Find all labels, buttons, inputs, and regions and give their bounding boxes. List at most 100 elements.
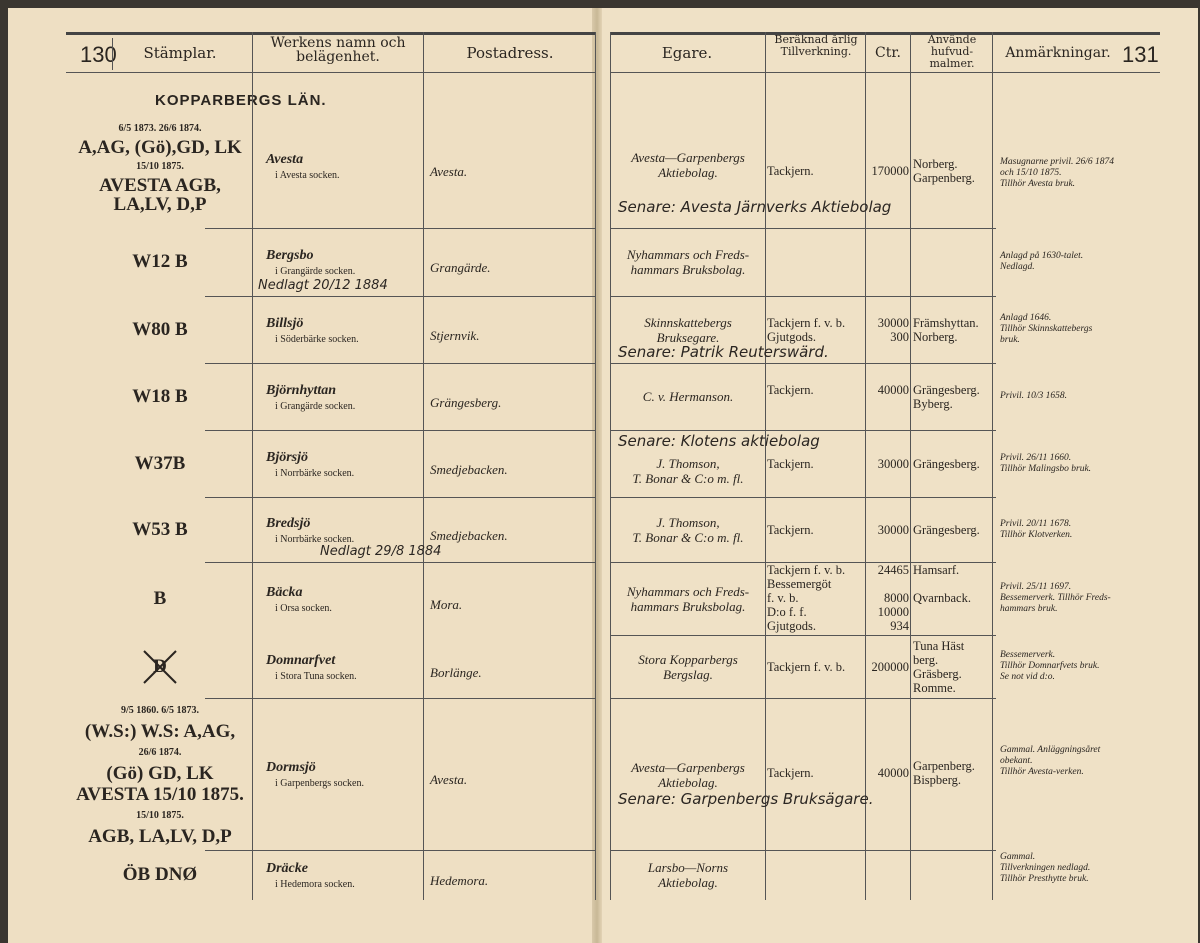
remark-line: Nedlagd. xyxy=(1000,262,1035,272)
post-address: Smedjebacken. xyxy=(430,461,508,477)
stamp-mark: 15/10 1875. xyxy=(136,161,184,172)
stamp-mark: A,AG, (Gö),GD, LK xyxy=(78,137,242,158)
remark-line: Gammal. Anläggningsåret xyxy=(1000,745,1101,755)
owner-name: Nyhammars och Freds- hammars Bruksbolag. xyxy=(626,247,750,277)
works-name: Dräcke xyxy=(266,861,308,876)
remark-line: Anlagd 1646. xyxy=(1000,313,1052,323)
production-type: Tackjern. xyxy=(767,164,814,178)
stamp-mark: W80 B xyxy=(132,318,188,340)
works-name: Dormsjö xyxy=(266,760,316,775)
row-rule xyxy=(610,296,992,297)
top-rule-left xyxy=(66,32,595,35)
production-quantity: 10000 xyxy=(877,605,909,619)
right-page xyxy=(598,8,1198,943)
works-name: Bäcka xyxy=(266,584,303,600)
production-quantity: 300 xyxy=(890,329,909,344)
remark-line: Tillhör Avesta-verken. xyxy=(1000,767,1084,777)
row-rule xyxy=(205,562,595,563)
remark-line: obekant. xyxy=(1000,756,1033,766)
owner-name: J. Thomson, T. Bonar & C:o m. fl. xyxy=(632,455,744,486)
row-rule xyxy=(610,850,992,851)
ore-source: Bispberg. xyxy=(913,773,962,787)
header-remarks: Anmärkningar. xyxy=(1005,45,1111,61)
column-divider xyxy=(765,32,766,900)
left-page-number: 130 xyxy=(80,42,117,67)
stamp-mark: 6/5 1873. 26/6 1874. xyxy=(118,123,202,134)
stamp-mark: (W.S:) W.S: A,AG, xyxy=(84,721,236,742)
production-quantity: 24465 xyxy=(877,563,909,577)
remark-line: Bessemerverk. Tillhör Freds- xyxy=(1000,593,1111,603)
handwritten-note: Nedlagt 29/8 1884 xyxy=(320,544,442,559)
header-rule-right xyxy=(610,72,1160,73)
ore-source: berg. xyxy=(913,653,939,667)
row-tick xyxy=(992,635,996,636)
remark-line: Privil. 10/3 1658. xyxy=(1000,391,1068,401)
remark-line: Privil. 26/11 1660. xyxy=(1000,452,1072,463)
ore-source: Hamsarf. xyxy=(913,563,960,577)
column-divider xyxy=(252,32,253,900)
owner-name: Nyhammars och Freds- hammars Bruksbolag. xyxy=(626,583,750,614)
row-rule xyxy=(205,698,595,699)
works-name: Bergsbo xyxy=(266,248,314,263)
post-address: Grängesberg. xyxy=(430,394,502,410)
column-divider xyxy=(865,32,866,900)
production-type: Tackjern f. v. b. xyxy=(767,659,846,674)
header-rule-left xyxy=(66,72,595,73)
handwritten-note: Senare: Avesta Järnverks Aktiebolag xyxy=(618,198,892,216)
post-address: Avesta. xyxy=(430,772,468,787)
header-ores: Använde hufvud-malmer. xyxy=(927,33,977,70)
production-quantity: 8000 xyxy=(884,591,909,605)
ore-source: Grängesberg. xyxy=(913,456,980,471)
header-owner: Egare. xyxy=(661,44,713,62)
works-parish: i Grangärde socken. xyxy=(275,400,356,412)
stamp-mark: (Gö) GD, LK xyxy=(106,763,214,784)
ore-source: Qvarnback. xyxy=(913,591,971,605)
production-type: Bessemergöt xyxy=(767,577,832,591)
remark-line: Se not vid d:o. xyxy=(1000,672,1055,682)
header-production: Beräknad årlig Tillverkning. xyxy=(774,33,858,58)
book-gutter xyxy=(592,8,602,943)
remark-line: Gammal. xyxy=(1000,852,1036,862)
header-ctr: Ctr. xyxy=(875,45,901,61)
remark-line: bruk. xyxy=(1000,335,1020,345)
stamp-mark: W18 B xyxy=(132,385,188,407)
right-page-number: 131 xyxy=(1122,42,1159,67)
remark-line: Tillhör Avesta bruk. xyxy=(1000,179,1076,189)
stamp-mark: LA,LV, D,P xyxy=(113,194,207,215)
production-type: Tackjern. xyxy=(767,456,814,471)
works-name: Billsjö xyxy=(266,315,304,331)
production-type: Tackjern. xyxy=(767,382,814,397)
owner-name: Larsbo—Norns Aktiebolag. xyxy=(647,860,729,890)
column-divider xyxy=(910,32,911,900)
remark-line: Privil. 20/11 1678. xyxy=(1000,518,1072,529)
row-tick xyxy=(992,850,996,851)
owner-name: Avesta—Garpenbergs Aktiebolag. xyxy=(631,150,745,180)
works-name: Björnhyttan xyxy=(266,382,337,398)
row-rule xyxy=(205,363,595,364)
production-type: Tackjern f. v. b. xyxy=(767,315,846,330)
remark-line: Tillhör Presthytte bruk. xyxy=(1000,874,1089,884)
header-post: Postadress. xyxy=(466,44,554,62)
works-name: Björsjö xyxy=(266,449,309,465)
owner-name: Skinnskattebergs Bruksegare. xyxy=(644,314,732,345)
production-quantity: 30000 xyxy=(877,315,909,330)
remark-line: Privil. 25/11 1697. xyxy=(1000,582,1072,592)
column-divider xyxy=(423,32,424,900)
row-rule xyxy=(610,430,992,431)
remark-line: Tillhör Malingsbo bruk. xyxy=(1000,463,1092,474)
works-parish: i Grangärde socken. xyxy=(275,266,356,277)
row-tick xyxy=(992,228,996,229)
stamp-mark: W12 B xyxy=(132,251,188,272)
works-parish: i Garpenbergs socken. xyxy=(275,778,364,789)
owner-name: Stora Kopparbergs Bergslag. xyxy=(638,651,738,682)
ore-source: Byberg. xyxy=(913,396,953,411)
works-parish: i Orsa socken. xyxy=(275,602,332,614)
post-address: Stjernvik. xyxy=(430,327,480,343)
stamp-mark: B xyxy=(153,587,167,609)
ore-source: Grängesberg. xyxy=(913,382,980,397)
row-rule xyxy=(205,228,595,229)
production-quantity: 30000 xyxy=(877,456,909,471)
column-divider xyxy=(992,32,993,900)
works-name: Domnarfvet xyxy=(266,652,336,668)
column-divider xyxy=(112,38,113,70)
